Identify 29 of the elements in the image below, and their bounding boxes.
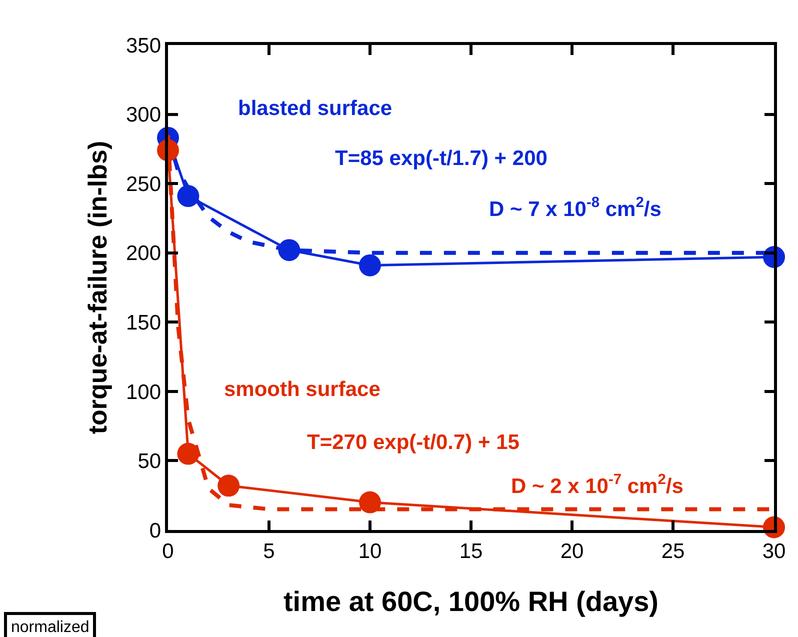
annotation: D ~ 7 x 10$^{-8}$ cm$^{2}$/s	[489, 195, 662, 221]
text: normalized	[11, 619, 90, 636]
y-tick-label: 350	[126, 34, 162, 58]
x-tick-label: 30	[762, 540, 786, 563]
y-tick-label: 200	[126, 242, 162, 266]
point	[177, 185, 200, 208]
series-label: smooth surface	[224, 378, 380, 401]
text: blasted surface	[238, 97, 392, 120]
annotation: D ~ 2 x 10$^{-7}$ cm$^{2}$/s	[511, 472, 684, 498]
x-tick-label: 25	[661, 540, 685, 563]
point	[177, 442, 200, 465]
y-tick-label: 50	[138, 450, 162, 474]
annotation: T=85 exp(-t/1.7) + 200	[335, 147, 548, 170]
x-tick-label: 15	[459, 540, 483, 563]
y-tick-label: 0	[149, 519, 162, 542]
point	[359, 254, 381, 276]
x-tick-label: 20	[560, 540, 584, 563]
point	[218, 474, 240, 497]
y-tick-label: 100	[126, 380, 162, 404]
y-tick-label: 250	[126, 172, 162, 196]
annotation: T=270 exp(-t/0.7) + 15	[307, 431, 520, 454]
x-axis-title: time at 60C, 100% RH (days)	[283, 586, 659, 618]
x-tick-label: 10	[358, 540, 382, 563]
point	[359, 491, 381, 514]
point	[278, 239, 300, 262]
y-tick-label: 300	[126, 104, 162, 127]
y-axis-title: torque-at-failure (in-lbs)	[82, 140, 112, 434]
x-tick-label: 5	[263, 540, 275, 563]
y-tick-label: 150	[126, 311, 162, 334]
